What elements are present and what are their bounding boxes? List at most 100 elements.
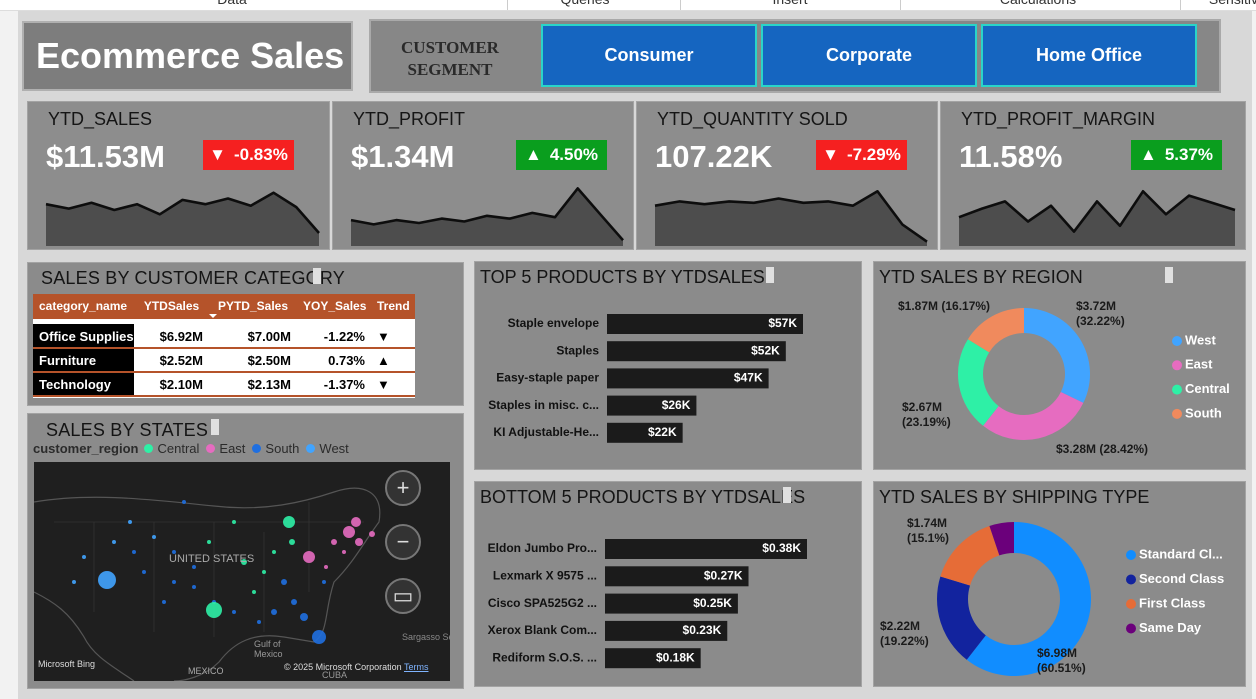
- bar: [607, 368, 769, 389]
- map-point: [112, 540, 116, 544]
- map-point: [283, 516, 295, 528]
- legend-dot: [206, 444, 216, 453]
- badge-change: -7.29%: [846, 145, 901, 164]
- map: UNITED STATES Gulf of Mexico MEXICO CUBA Sar…: [34, 462, 450, 681]
- table-cell: 0.73%: [297, 349, 371, 373]
- table-cell: -1.37%: [297, 373, 371, 397]
- icon: [313, 268, 321, 284]
- donut-slice: [940, 526, 1000, 586]
- legend-label: West: [1185, 332, 1216, 347]
- legend-dot: [1126, 550, 1136, 560]
- category-label: Staples: [556, 343, 599, 357]
- data-label: $0.25K: [693, 596, 732, 610]
- legend-label: Central: [1185, 381, 1230, 396]
- data-label: $0.27K: [704, 568, 743, 582]
- legend-dot: [306, 444, 316, 453]
- category-label: Easy-staple paper: [496, 371, 599, 385]
- menu-item[interactable]: Queries: [525, 0, 645, 7]
- category-label: Staples in misc. c...: [488, 398, 599, 412]
- kpi-value: $11.53M: [46, 139, 165, 174]
- legend-label: Central: [157, 441, 200, 456]
- menu-item[interactable]: Data: [172, 0, 292, 7]
- map-point: [232, 610, 236, 614]
- legend-label: Second Class: [1139, 571, 1224, 586]
- table-cell: Technology: [33, 373, 134, 397]
- legend-dot: [1126, 623, 1136, 634]
- icon: [783, 487, 791, 503]
- bar: [605, 648, 701, 669]
- slicer-label: CUSTOMER SEGMENT: [401, 38, 499, 79]
- legend-label: East: [1185, 357, 1213, 372]
- category-label: Lexmark X 9575 ...: [493, 568, 597, 582]
- kpi-card: YTD_SALES $11.53M ▼ -0.83%: [27, 101, 330, 250]
- kpi-badge: ▼ -7.29%: [816, 140, 907, 170]
- map-label: MEXICO: [188, 666, 224, 676]
- chart-svg: Staple envelope $57K Staples $52K Easy-stapl…: [488, 314, 803, 443]
- map-legend: customer_region Central East South West: [33, 441, 352, 456]
- legend-label: East: [219, 441, 246, 456]
- table-cell: $2.50M: [209, 349, 297, 373]
- sparkline: [350, 187, 624, 242]
- segment-button[interactable]: Consumer: [541, 24, 757, 87]
- chart-svg: West East Central South: [958, 308, 1230, 440]
- map-point: [162, 600, 166, 604]
- segment-button[interactable]: Corporate: [761, 24, 977, 87]
- badge-arrow: ▼: [822, 145, 839, 164]
- chart-svg: [958, 190, 1236, 246]
- badge-change: -0.83%: [233, 145, 288, 164]
- map-control[interactable]: −: [385, 524, 421, 560]
- legend-dot: [1126, 599, 1136, 609]
- legend-dot: [144, 444, 154, 453]
- bar: [605, 566, 749, 587]
- badge-change: 4.50%: [549, 145, 599, 164]
- table-header: Trend: [371, 294, 415, 319]
- table-header: YTDSales: [134, 294, 209, 319]
- segment-button[interactable]: Home Office: [981, 24, 1197, 87]
- map-point: [289, 539, 295, 545]
- chart-svg: [654, 190, 928, 246]
- segment-slicer: CUSTOMER SEGMENT Consumer Corporate Home O…: [369, 19, 1221, 93]
- map-point: [182, 500, 186, 504]
- donut-slice: [1024, 308, 1090, 403]
- map-point: [142, 570, 146, 574]
- menu-item[interactable]: Insert: [730, 0, 850, 7]
- icon: [1165, 267, 1173, 283]
- data-label: $47K: [734, 371, 763, 385]
- bar: [607, 422, 683, 443]
- kpi-card: YTD_QUANTITY SOLD 107.22K ▼ -7.29%: [636, 101, 938, 250]
- map-point: [172, 550, 176, 554]
- data-label: $22K: [648, 425, 677, 439]
- sort-indicator: [209, 314, 217, 318]
- menu-separator: [680, 0, 681, 10]
- sparkline-area: [351, 188, 623, 246]
- map-label: Terms: [404, 662, 429, 672]
- map-label: CUBA: [322, 670, 348, 680]
- table-cell: ▲: [371, 349, 415, 373]
- map-control[interactable]: ▭: [385, 578, 421, 614]
- map-point: [241, 559, 247, 565]
- chart-svg: [350, 187, 624, 246]
- map-label: Gulf of Mexico: [254, 639, 283, 659]
- data-label: $3.72M (32.22%): [1076, 299, 1125, 328]
- icon: [766, 267, 774, 283]
- table-cell: $2.10M: [134, 373, 209, 397]
- table-header: category_name: [33, 294, 134, 319]
- coastline: [34, 487, 381, 681]
- map-control[interactable]: +: [385, 470, 421, 506]
- data-label: $0.23K: [683, 623, 722, 637]
- menu-item[interactable]: Calculations: [978, 0, 1098, 7]
- bar: [607, 395, 697, 416]
- map-point: [72, 580, 76, 584]
- category-label: KI Adjustable-He...: [493, 425, 599, 439]
- panel-title: BOTTOM 5 PRODUCTS BY YTDSALES: [480, 487, 806, 507]
- data-label: $52K: [751, 343, 780, 357]
- map-point: [192, 565, 196, 569]
- data-label: $3.28M (28.42%): [1056, 442, 1149, 456]
- badge-arrow: ▲: [1139, 145, 1157, 164]
- data-label: $26K: [662, 398, 691, 412]
- menu-item[interactable]: Sensitivi: [1175, 0, 1256, 7]
- kpi-value: $1.34M: [351, 139, 455, 174]
- legend-label: South: [1185, 405, 1222, 420]
- panel-title: YTD SALES BY REGION: [879, 267, 1083, 287]
- map-point: [82, 555, 86, 559]
